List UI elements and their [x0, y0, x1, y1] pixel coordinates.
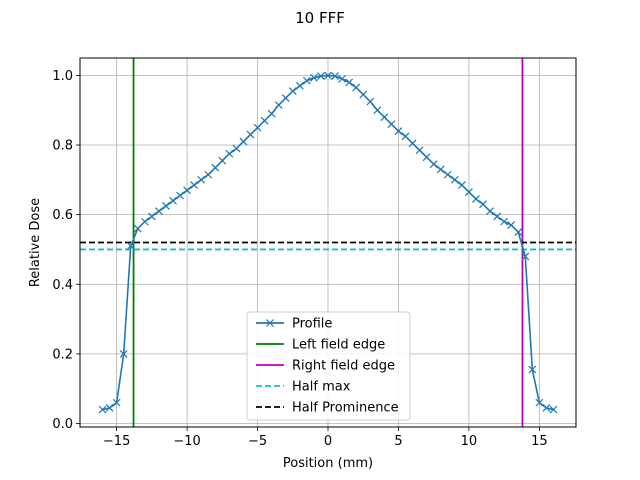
profile-point	[274, 101, 283, 109]
y-tick-label: 1.0	[52, 69, 73, 84]
plot-area	[80, 58, 576, 427]
profile-point	[338, 74, 347, 83]
profile-point	[211, 163, 220, 172]
profile-point	[464, 188, 473, 196]
legend-label-left-field-edge: Left field edge	[292, 338, 385, 353]
profile-point	[140, 217, 149, 226]
y-tick-label: 0.4	[52, 278, 73, 293]
chart-title: 10 FFF	[295, 9, 345, 27]
x-axis-label: Position (mm)	[283, 456, 373, 471]
profile-point	[112, 398, 121, 407]
profile-point	[422, 153, 431, 162]
profile-point	[352, 83, 361, 92]
profile-point	[232, 144, 241, 153]
profile-point	[190, 181, 199, 189]
profile-point	[302, 76, 311, 85]
profile-point	[493, 212, 502, 221]
profile-point	[359, 90, 368, 99]
profile-point	[260, 116, 269, 125]
profile-point	[98, 405, 107, 414]
x-tick-label: −10	[173, 434, 200, 449]
y-axis-label: Relative Dose	[28, 198, 43, 287]
profile-point	[528, 365, 537, 374]
profile-point	[366, 97, 375, 106]
profile-point	[401, 132, 410, 141]
profile-point	[542, 403, 551, 412]
profile-point	[394, 127, 403, 136]
x-tick-label: 10	[461, 434, 478, 449]
profile-point	[317, 72, 325, 81]
x-tick-label: 0	[324, 434, 332, 449]
legend: Profile Left field edge Right field edge Ha…	[246, 311, 411, 421]
profile-point	[218, 156, 227, 165]
profile-point	[225, 149, 234, 158]
legend-label-profile: Profile	[292, 317, 332, 332]
profile-point	[119, 349, 128, 358]
profile-point	[408, 139, 417, 148]
profile-point	[443, 170, 452, 179]
profile-point	[387, 120, 396, 129]
y-tick-label: 0.6	[52, 208, 73, 223]
profile-point	[239, 137, 248, 146]
profile-point	[549, 405, 558, 414]
legend-label-right-field-edge: Right field edge	[292, 359, 395, 374]
x-tick-label: 15	[531, 434, 548, 449]
legend-marker-profile	[266, 319, 274, 327]
profile-point	[457, 181, 466, 189]
y-ticks: 0.0 0.2 0.4 0.6 0.8 1.0	[52, 69, 80, 432]
y-tick-label: 0.0	[52, 417, 73, 432]
profile-point	[288, 87, 297, 95]
profile-point	[331, 72, 339, 81]
profile-point	[514, 228, 523, 236]
profile-point	[197, 175, 206, 184]
profile-point	[535, 398, 544, 407]
profile-point	[486, 207, 494, 216]
profile-point	[429, 160, 438, 169]
profile-point	[309, 73, 318, 82]
profile-point	[281, 94, 290, 102]
x-tick-label: 5	[394, 434, 402, 449]
x-ticks: −15 −10 −5 0 5 10 15	[103, 427, 548, 449]
profile-point	[521, 252, 530, 261]
profile-point	[183, 186, 192, 195]
profile-point	[169, 196, 177, 205]
profile-point	[147, 212, 156, 221]
profile-point	[267, 109, 276, 118]
profile-point	[507, 221, 516, 230]
y-tick-label: 0.8	[52, 139, 73, 154]
profile-point	[204, 170, 213, 179]
legend-label-half-max: Half max	[292, 380, 351, 395]
profile-point	[380, 113, 389, 122]
profile-point	[345, 78, 354, 87]
profile-point	[253, 123, 262, 132]
profile-point	[154, 207, 163, 216]
profile-point	[295, 81, 304, 90]
x-tick-label: −5	[248, 434, 267, 449]
profile-point	[436, 165, 445, 174]
profile-point	[126, 242, 135, 250]
profile-series	[98, 71, 558, 414]
profile-point	[472, 195, 480, 203]
profile-point	[479, 200, 487, 209]
legend-box	[246, 311, 411, 421]
profile-point	[450, 175, 459, 184]
profile-point	[246, 130, 255, 139]
y-tick-label: 0.2	[52, 347, 73, 362]
profile-point	[162, 202, 170, 210]
profile-point	[500, 217, 509, 226]
profile-point	[133, 224, 142, 233]
x-tick-label: −15	[103, 434, 130, 449]
profile-point	[176, 191, 184, 200]
profile-point	[415, 146, 424, 155]
profile-point	[105, 403, 114, 412]
profile-point	[324, 71, 332, 80]
profile-point	[373, 106, 382, 115]
legend-label-half-prominence: Half Prominence	[292, 401, 399, 416]
axes-frame	[79, 57, 577, 428]
